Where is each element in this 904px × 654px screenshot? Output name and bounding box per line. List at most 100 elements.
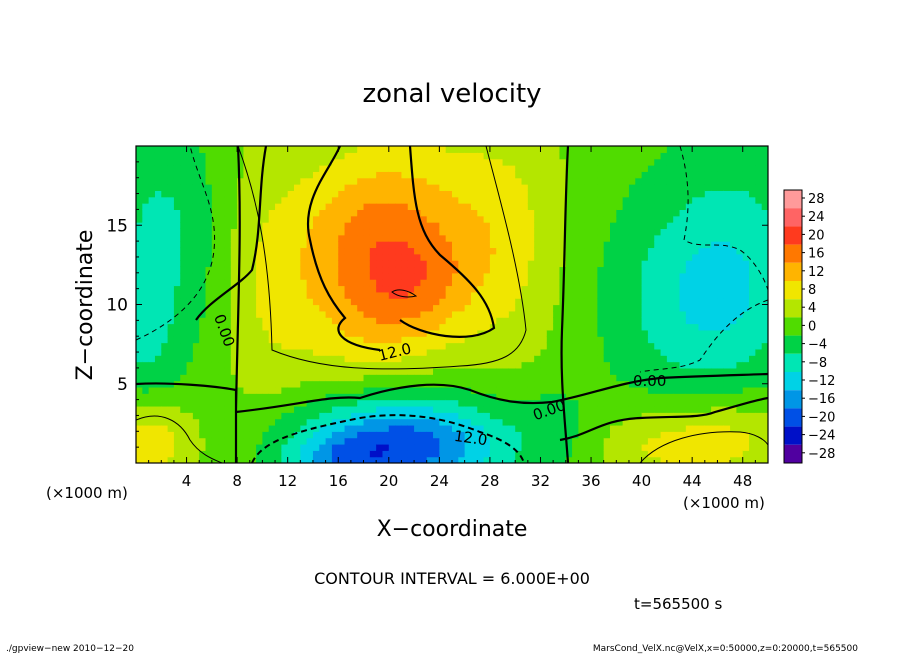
field-cell [496,443,504,451]
field-cell [749,247,756,255]
field-cell [591,291,598,299]
field-cell [186,450,194,458]
field-cell [426,152,434,160]
field-cell [369,171,377,179]
field-cell [369,374,377,382]
field-cell [597,209,605,217]
field-cell [401,336,409,344]
field-cell [148,298,156,306]
field-cell [628,355,636,363]
field-cell [199,431,207,439]
field-cell [717,443,725,451]
field-cell [388,203,396,210]
field-cell [205,418,213,426]
field-cell [294,386,301,394]
field-cell [407,272,415,280]
field-cell [464,355,472,363]
field-cell [161,241,169,249]
field-cell [192,222,200,230]
field-cell [749,171,756,179]
field-cell [363,285,371,293]
field-cell [167,329,175,337]
field-cell [211,171,219,179]
field-cell [338,285,346,293]
field-cell [654,291,662,299]
field-cell [218,418,226,426]
field-cell [755,190,763,198]
field-cell [572,424,579,432]
field-cell [325,393,333,401]
field-cell [401,437,409,445]
field-cell [249,253,257,261]
field-cell [357,317,365,325]
field-cell [350,412,358,420]
field-cell [572,374,579,382]
field-cell [717,285,725,293]
field-cell [161,450,169,458]
field-cell [268,380,276,388]
field-cell [224,355,232,363]
field-cell [711,165,719,172]
field-cell [262,253,270,261]
field-cell [660,304,668,312]
field-cell [452,355,459,363]
field-cell [755,431,763,439]
field-cell [369,203,377,210]
field-cell [458,323,466,331]
field-cell [420,260,428,268]
field-cell [673,165,681,172]
field-cell [167,405,175,413]
field-cell [527,336,535,344]
field-cell [572,190,579,198]
field-cell [420,405,428,413]
field-cell [534,437,542,445]
field-cell [275,323,282,331]
field-cell [534,424,542,432]
field-cell [376,450,384,458]
field-cell [237,437,245,445]
field-cell [407,367,415,375]
field-cell [635,165,643,172]
field-cell [534,374,542,382]
field-cell [730,203,737,210]
field-cell [534,443,542,451]
field-cell [508,393,516,401]
field-cell [243,424,251,432]
field-cell [173,171,181,179]
field-cell [287,386,295,394]
field-cell [477,215,485,223]
field-cell [610,146,617,153]
field-cell [300,298,308,306]
field-cell [287,184,295,191]
field-cell [154,323,162,331]
field-cell [167,393,175,401]
field-cell [439,355,447,363]
field-cell [496,171,504,179]
field-cell [755,361,763,369]
field-cell [180,418,188,426]
field-cell [205,285,213,293]
field-cell [717,272,725,280]
field-cell [294,437,301,445]
field-cell [224,336,232,344]
field-cell [628,266,636,274]
field-cell [445,279,453,287]
field-cell [350,279,358,287]
field-cell [300,190,308,198]
field-cell [704,431,712,439]
field-cell [388,399,396,407]
field-cell [281,203,289,210]
field-cell [730,405,737,413]
field-cell [136,386,143,394]
field-cell [742,412,750,420]
field-cell [325,336,333,344]
field-cell [388,171,396,179]
field-cell [218,310,226,318]
field-cell [186,443,194,451]
field-cell [483,310,491,318]
field-cell [420,323,428,331]
field-cell [578,304,586,312]
field-cell [730,228,737,236]
field-cell [666,184,674,191]
field-cell [610,412,617,420]
